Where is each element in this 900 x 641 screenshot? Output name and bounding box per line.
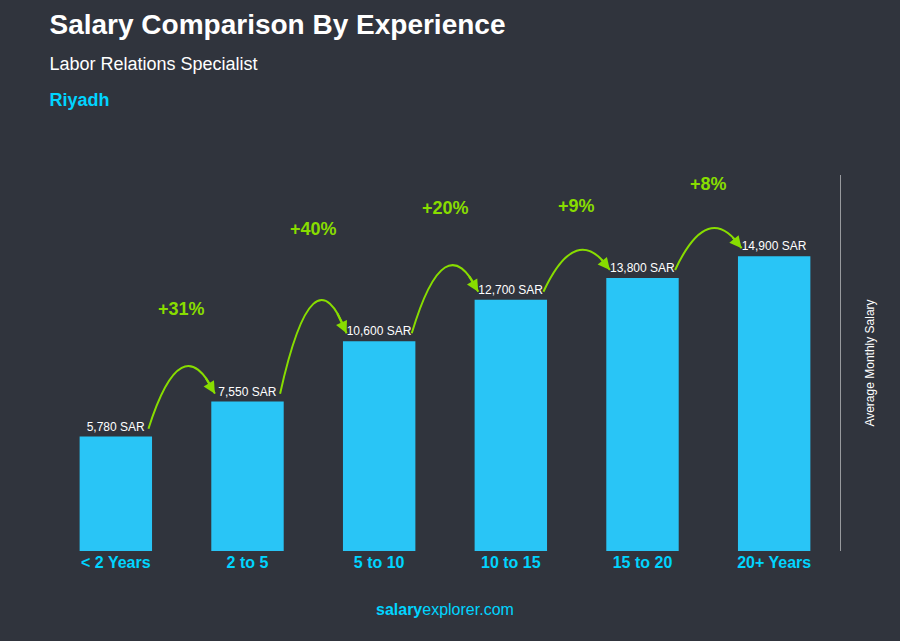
svg-text:12,700 SAR: 12,700 SAR bbox=[478, 283, 543, 297]
svg-text:10,600 SAR: 10,600 SAR bbox=[347, 324, 412, 338]
svg-text:+40%: +40% bbox=[290, 219, 337, 239]
svg-text:5 to 10: 5 to 10 bbox=[354, 554, 405, 571]
svg-text:7,550 SAR: 7,550 SAR bbox=[218, 385, 276, 399]
svg-text:13,800 SAR: 13,800 SAR bbox=[610, 261, 675, 275]
svg-text:salaryexplorer.com: salaryexplorer.com bbox=[376, 601, 514, 618]
svg-text:14,900 SAR: 14,900 SAR bbox=[742, 239, 807, 253]
svg-text:2 to 5: 2 to 5 bbox=[227, 554, 269, 571]
svg-text:Salary Comparison By Experienc: Salary Comparison By ExperienceLabor Rel… bbox=[50, 9, 506, 111]
svg-text:+8%: +8% bbox=[690, 174, 727, 194]
svg-text:+20%: +20% bbox=[422, 198, 469, 218]
svg-text:+31%: +31% bbox=[158, 299, 205, 319]
svg-text:Average Monthly Salary: Average Monthly Salary bbox=[863, 299, 877, 426]
svg-text:20+ Years: 20+ Years bbox=[737, 554, 811, 571]
svg-text:< 2 Years: < 2 Years bbox=[81, 554, 151, 571]
svg-text:5,780 SAR: 5,780 SAR bbox=[87, 420, 145, 434]
svg-text:15 to 20: 15 to 20 bbox=[613, 554, 673, 571]
svg-text:10 to 15: 10 to 15 bbox=[481, 554, 541, 571]
svg-text:+9%: +9% bbox=[558, 196, 595, 216]
